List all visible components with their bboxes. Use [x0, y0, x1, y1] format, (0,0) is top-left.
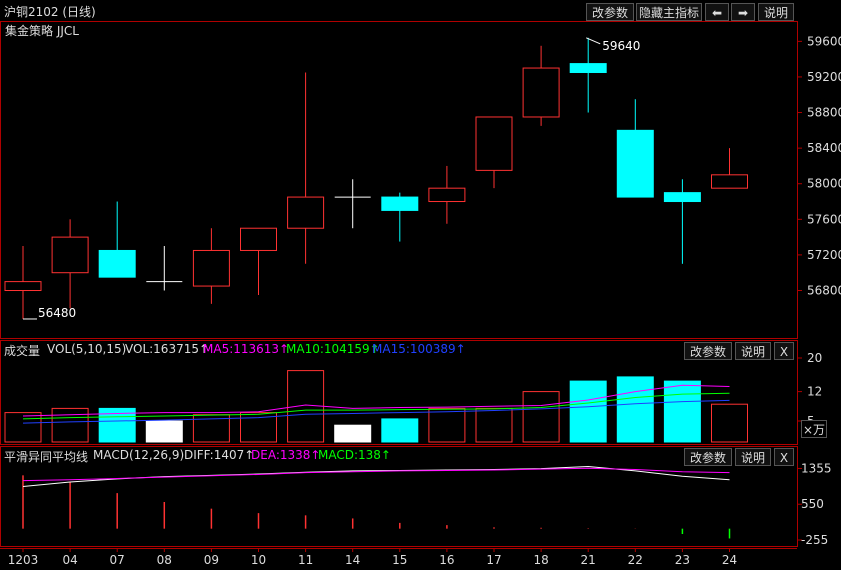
date-tick-label: 24	[722, 553, 737, 567]
volume-bar	[51, 407, 89, 443]
macd-indicator: MACD(12,26,9)	[93, 448, 185, 462]
max-price-label: 59640	[602, 39, 640, 53]
price-tick-label: 58000	[807, 177, 841, 191]
price-tick-label: 59600	[807, 34, 841, 48]
candle-body	[663, 192, 701, 203]
volume-unit-label: ×万	[801, 420, 827, 438]
candlestick-series	[4, 37, 748, 319]
macd-tick-label: 550	[801, 497, 824, 511]
date-tick-label: 09	[204, 553, 219, 567]
volume-bar	[334, 424, 372, 443]
macd-panel-frame	[0, 446, 798, 547]
price-tick-label: 58800	[807, 106, 841, 120]
candle-body	[98, 249, 136, 278]
diff-value: DIFF:1407↑	[184, 448, 255, 462]
volume-bar	[663, 380, 701, 443]
candle-body	[711, 174, 748, 189]
volume-bar	[428, 407, 466, 443]
volume-bars	[4, 370, 748, 443]
macd-tick-label: -255	[801, 533, 828, 547]
date-tick-label: 17	[486, 553, 501, 567]
candle-body	[4, 281, 42, 292]
price-tick-label: 56800	[807, 284, 841, 298]
max-price-pointer	[586, 37, 601, 45]
dea-value: DEA:1338↑	[251, 448, 321, 462]
candle-body	[522, 67, 560, 118]
dea-line	[22, 467, 730, 482]
vol-value: VOL:163715↑	[125, 342, 210, 356]
volume-bar	[381, 418, 419, 443]
prev-arrow-icon[interactable]: ⬅	[705, 3, 729, 21]
date-tick-label: 18	[533, 553, 548, 567]
macd-tick-label: 1355	[801, 461, 832, 475]
macd-help-button[interactable]: 说明	[735, 448, 771, 466]
candle-body	[569, 63, 607, 73]
date-tick-label: 15	[392, 553, 407, 567]
date-tick-label: 08	[157, 553, 172, 567]
candle-body	[51, 236, 89, 274]
volume-panel-title: 成交量	[4, 344, 41, 358]
candle-body	[381, 196, 419, 211]
price-tick-label: 57200	[807, 248, 841, 262]
volume-bar	[145, 420, 183, 443]
hide-indicator-button[interactable]: 隐藏主指标	[636, 3, 702, 21]
ma10-value: MA10:104159↑	[286, 342, 380, 356]
volume-bar	[4, 412, 42, 443]
volume-indicator: VOL(5,10,15)	[47, 342, 127, 356]
candle-body	[240, 227, 277, 251]
ma5-value: MA5:113613↑	[203, 342, 290, 356]
price-tick-label: 59200	[807, 70, 841, 84]
volume-tick-label: 20	[807, 351, 822, 365]
min-price-label: 56480	[38, 306, 76, 320]
date-tick-label: 22	[628, 553, 643, 567]
date-tick-label: 04	[62, 553, 77, 567]
symbol-title: 沪铜2102 (日线)	[4, 5, 96, 19]
macd-value: MACD:138↑	[318, 448, 391, 462]
volume-bar	[475, 407, 513, 443]
params-button[interactable]: 改参数	[586, 3, 634, 21]
volume-help-button[interactable]: 说明	[735, 342, 771, 360]
date-tick-label: 14	[345, 553, 360, 567]
ma10-line	[22, 392, 730, 420]
price-tick-label: 58400	[807, 141, 841, 155]
date-tick-label: 1203	[8, 553, 39, 567]
candle-body	[192, 249, 230, 287]
volume-tick-label: 12	[807, 385, 822, 399]
volume-bar	[711, 403, 748, 443]
candle-body	[475, 116, 513, 171]
macd-params-button[interactable]: 改参数	[684, 448, 732, 466]
date-tick-label: 16	[439, 553, 454, 567]
candle-body	[616, 129, 654, 198]
date-tick-label: 21	[581, 553, 596, 567]
candle-body	[287, 196, 325, 229]
macd-panel-title: 平滑异同平均线	[4, 450, 89, 464]
date-tick-label: 07	[110, 553, 125, 567]
candle-body	[428, 187, 466, 203]
volume-bar	[616, 376, 654, 443]
volume-panel-frame	[0, 340, 798, 445]
volume-params-button[interactable]: 改参数	[684, 342, 732, 360]
date-tick-label: 11	[298, 553, 313, 567]
macd-bars	[22, 475, 731, 539]
ma15-line	[22, 399, 730, 424]
next-arrow-icon[interactable]: ➡	[731, 3, 755, 21]
volume-close-icon[interactable]: X	[774, 342, 794, 360]
macd-close-icon[interactable]: X	[774, 448, 794, 466]
volume-bar	[569, 380, 607, 443]
ma15-value: MA15:100389↑	[372, 342, 466, 356]
volume-bar	[522, 391, 560, 443]
main-panel-frame	[0, 21, 798, 339]
help-button[interactable]: 说明	[758, 3, 794, 21]
strategy-label: 集金策略 JJCL	[5, 24, 79, 38]
price-tick-label: 57600	[807, 212, 841, 226]
ma5-line	[22, 384, 730, 417]
date-tick-label: 10	[251, 553, 266, 567]
date-tick-label: 23	[675, 553, 690, 567]
